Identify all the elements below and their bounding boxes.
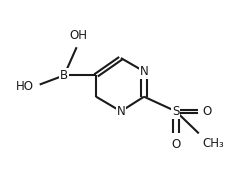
Text: B: B (60, 69, 68, 82)
Text: N: N (117, 105, 125, 118)
Text: HO: HO (16, 80, 34, 93)
Text: S: S (172, 105, 180, 118)
Text: N: N (140, 65, 148, 78)
Text: OH: OH (69, 29, 87, 42)
Text: O: O (202, 105, 212, 118)
Text: O: O (171, 138, 180, 151)
Text: CH₃: CH₃ (202, 137, 224, 150)
